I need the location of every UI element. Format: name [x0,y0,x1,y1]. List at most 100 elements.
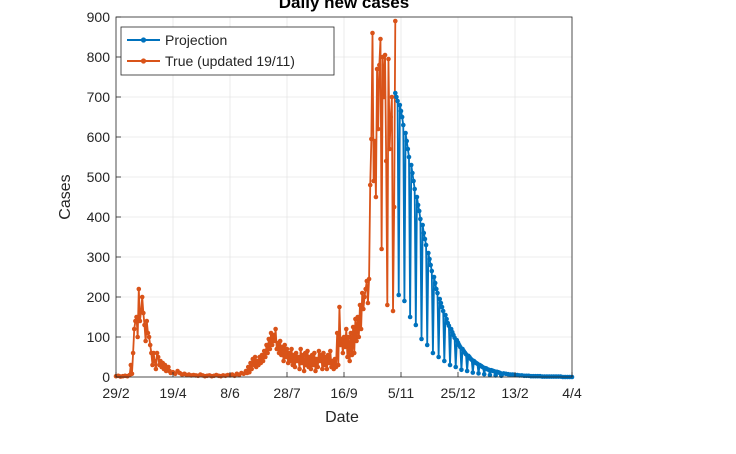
true-cases-point [390,308,396,314]
true-cases-point [299,360,305,366]
x-tick-label: 8/6 [220,385,240,401]
chart-title: Daily new cases [279,0,409,12]
true-cases-point [383,158,389,164]
true-cases-point [277,338,283,344]
true-cases-point [294,358,300,364]
true-cases-point [377,62,382,68]
y-tick-label: 800 [87,49,111,65]
y-tick-label: 200 [87,289,111,305]
true-cases-point [301,368,307,374]
projection-point [411,178,416,184]
legend-projection-label: Projection [165,32,227,48]
projection-point [428,262,433,268]
true-cases-point [341,334,347,340]
true-cases-point [393,18,398,24]
true-cases-point [347,358,353,364]
true-cases-point [308,366,314,372]
x-tick-label: 13/2 [501,385,528,401]
projection-point [412,186,417,192]
true-cases-point [273,326,278,332]
true-cases-point [267,346,273,352]
projection-point [408,162,414,168]
true-cases-point [336,362,341,368]
projection-point [422,236,428,242]
y-tick-label: 500 [87,169,111,185]
true-cases-point [259,352,265,358]
true-cases-point [134,314,139,320]
y-tick-label: 700 [87,89,111,105]
true-cases-point [248,360,253,366]
projection-point [424,342,430,348]
projection-point [427,256,432,262]
true-cases-point [334,330,340,336]
x-tick-label: 19/4 [159,385,186,401]
projection-point [402,298,407,304]
projection-point [444,316,449,322]
projection-point [410,170,415,176]
true-cases-point [371,178,376,184]
true-cases-point [154,350,160,356]
projection-point [397,102,403,108]
true-cases-point [283,354,289,360]
true-cases-point [321,350,326,356]
true-cases-point [289,346,294,352]
projection-point [435,290,440,296]
true-cases-point [286,350,292,356]
x-tick-label: 16/9 [330,385,357,401]
true-cases-point [313,368,318,374]
series-layer [113,18,575,380]
true-cases-point [305,348,310,354]
projection-point [432,280,438,286]
projection-point [429,268,435,274]
projection-point [405,146,411,152]
projection-point [447,362,453,368]
true-cases-point [348,330,354,336]
true-cases-point [279,352,284,358]
true-cases-point [139,294,145,300]
true-cases-point [359,290,365,296]
projection-point [420,222,425,228]
legend-box [120,26,335,76]
projection-point [481,371,487,377]
true-cases-point [378,36,383,42]
projection-point [437,296,443,302]
true-cases-point [269,342,275,348]
true-cases-point [342,344,348,350]
true-cases-point [338,342,343,348]
true-cases-point [282,342,288,348]
projection-point [404,138,410,144]
true-cases-point [381,94,387,100]
true-cases-point [284,346,290,352]
legend-true-label: True (updated 19/11) [165,53,295,69]
projection-point [398,108,404,114]
true-cases-point [265,350,270,356]
projection-point [400,122,406,128]
true-cases-point [354,338,359,344]
projection-point [396,292,402,298]
true-cases-point [386,56,391,62]
true-cases-point [388,114,394,120]
true-cases-point [141,310,146,316]
true-cases-point [314,356,319,362]
true-cases-point [343,326,349,332]
true-cases-point [387,146,392,152]
true-cases-point [135,334,140,340]
y-tick-label: 300 [87,249,111,265]
true-cases-point [166,364,171,370]
projection-series [393,90,575,380]
true-cases-point [382,52,388,58]
true-cases-point [271,332,276,338]
x-tick-label: 25/12 [440,385,475,401]
true-cases-point [310,362,316,368]
projection-point [431,274,437,280]
projection-point [394,94,399,100]
true-cases-point [363,286,368,292]
projection-point [419,336,424,342]
true-cases-point [297,366,302,372]
projection-point [464,368,470,374]
projection-point [487,372,493,378]
true-cases-point [151,350,156,356]
true-cases-point [375,126,381,132]
true-cases-point [131,326,137,332]
